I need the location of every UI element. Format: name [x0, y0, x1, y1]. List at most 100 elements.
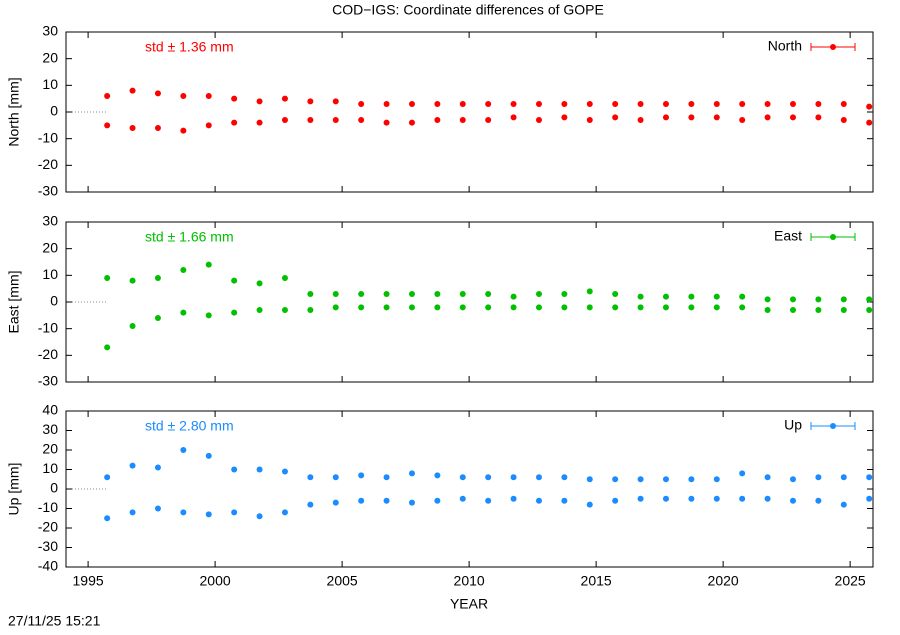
data-point	[662, 101, 669, 107]
data-point	[434, 117, 441, 123]
data-point	[789, 307, 796, 313]
data-point	[256, 119, 263, 126]
data-point	[129, 462, 136, 469]
data-point	[358, 497, 365, 504]
data-point	[866, 119, 873, 126]
data-point	[180, 93, 187, 99]
data-point	[383, 474, 390, 481]
data-point	[662, 304, 669, 311]
data-point	[154, 90, 161, 97]
plot-frame	[65, 410, 874, 568]
legend-marker	[830, 44, 836, 50]
y-tick-label: 10	[42, 266, 58, 282]
y-tick-label: -40	[38, 558, 58, 574]
x-axis-label: YEAR	[450, 596, 488, 612]
y-tick-label: -30	[38, 538, 58, 554]
data-point	[231, 466, 238, 473]
data-point	[358, 117, 365, 123]
data-point	[485, 101, 492, 107]
data-point	[104, 474, 111, 481]
data-point	[612, 114, 619, 121]
data-point	[637, 293, 644, 300]
data-point	[739, 101, 746, 107]
data-point	[612, 476, 619, 483]
data-point	[459, 474, 466, 481]
plot-frame	[65, 221, 874, 383]
data-point	[485, 117, 492, 123]
data-point	[154, 275, 161, 281]
legend-label: North	[768, 38, 802, 54]
data-point	[561, 101, 568, 107]
data-point	[815, 497, 822, 504]
data-point	[586, 476, 593, 483]
data-point	[485, 304, 492, 311]
data-point	[789, 101, 796, 107]
data-point	[586, 101, 593, 107]
data-point	[154, 505, 161, 512]
data-point	[104, 515, 111, 522]
data-point	[256, 98, 263, 105]
x-tick-label: 1995	[73, 573, 104, 589]
data-point	[104, 275, 111, 281]
data-point	[307, 117, 314, 123]
data-point	[789, 497, 796, 504]
y-tick-label: 0	[50, 293, 58, 309]
data-point	[180, 127, 187, 134]
data-point	[764, 495, 771, 502]
data-point	[104, 344, 111, 351]
data-point	[637, 101, 644, 107]
data-point	[332, 499, 339, 506]
data-point	[434, 101, 441, 107]
data-point	[485, 474, 492, 481]
x-tick-label: 2000	[200, 573, 231, 589]
data-point	[713, 476, 720, 483]
data-point	[535, 291, 542, 297]
y-tick-label: -10	[38, 129, 58, 145]
data-point	[662, 476, 669, 483]
data-point	[281, 117, 288, 123]
data-point	[688, 101, 695, 107]
y-tick-label: 20	[42, 49, 58, 65]
data-point	[408, 499, 415, 506]
data-point	[713, 293, 720, 300]
legend-marker	[830, 423, 836, 429]
data-point	[256, 307, 263, 313]
data-point	[510, 495, 517, 502]
data-point	[256, 466, 263, 473]
data-point	[281, 468, 288, 475]
data-point	[637, 476, 644, 483]
data-point	[688, 495, 695, 502]
data-point	[815, 296, 822, 303]
legend-label: East	[774, 228, 802, 244]
data-point	[408, 470, 415, 477]
data-point	[383, 304, 390, 311]
data-point	[281, 509, 288, 516]
data-point	[332, 474, 339, 481]
data-point	[713, 114, 720, 121]
data-point	[688, 293, 695, 300]
data-point	[662, 114, 669, 121]
data-point	[662, 495, 669, 502]
data-point	[510, 304, 517, 311]
data-point	[307, 291, 314, 297]
y-tick-label: 10	[42, 460, 58, 476]
data-point	[840, 307, 847, 313]
data-point	[764, 114, 771, 121]
data-point	[180, 447, 187, 453]
legend-marker	[830, 234, 836, 240]
data-point	[205, 122, 212, 129]
data-point	[789, 476, 796, 483]
data-point	[205, 511, 212, 518]
data-point	[840, 501, 847, 508]
data-point	[281, 275, 288, 281]
data-point	[739, 304, 746, 311]
data-point	[713, 304, 720, 311]
data-point	[764, 474, 771, 481]
data-point	[256, 513, 263, 520]
data-point	[459, 495, 466, 502]
data-point	[866, 103, 873, 110]
data-point	[383, 101, 390, 107]
data-point	[408, 101, 415, 107]
y-tick-label: 40	[42, 402, 58, 418]
